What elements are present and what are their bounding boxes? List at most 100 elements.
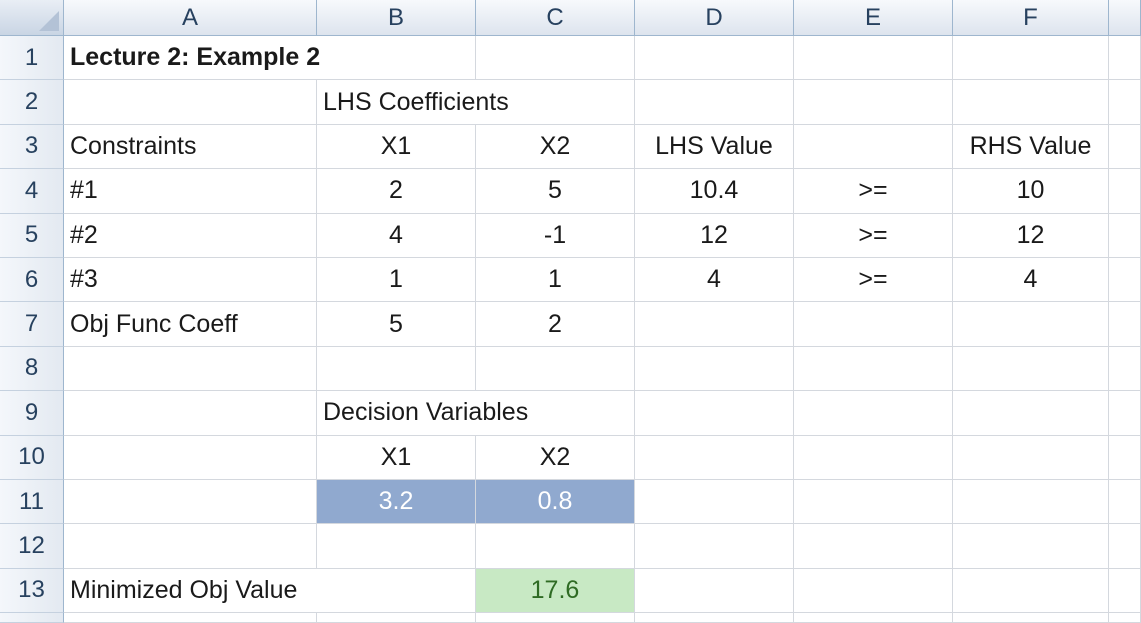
cell-g14-partial[interactable] bbox=[1109, 613, 1141, 623]
cell-e7[interactable] bbox=[794, 302, 953, 347]
cell-g4[interactable] bbox=[1109, 169, 1141, 214]
cell-e14-partial[interactable] bbox=[794, 613, 953, 623]
cell-d1[interactable] bbox=[635, 36, 794, 81]
cell-g10[interactable] bbox=[1109, 435, 1141, 480]
cell-d4[interactable]: 10.4 bbox=[635, 169, 794, 214]
cell-a11[interactable] bbox=[64, 479, 317, 525]
cell-e8[interactable] bbox=[794, 346, 953, 392]
cell-c6[interactable]: 1 bbox=[476, 257, 635, 303]
cell-c10-x2[interactable]: X2 bbox=[476, 435, 635, 480]
cell-e12[interactable] bbox=[794, 524, 953, 569]
row-header-11[interactable]: 11 bbox=[0, 479, 64, 525]
cell-g7[interactable] bbox=[1109, 302, 1141, 347]
cell-d7[interactable] bbox=[635, 302, 794, 347]
cell-a12[interactable] bbox=[64, 524, 317, 569]
row-header-3[interactable]: 3 bbox=[0, 124, 64, 170]
cell-b7[interactable]: 5 bbox=[317, 302, 476, 347]
column-header-b[interactable]: B bbox=[317, 0, 476, 36]
cell-a6[interactable]: #3 bbox=[64, 257, 317, 303]
cell-b11-x1-value[interactable]: 3.2 bbox=[317, 479, 476, 525]
column-header-f[interactable]: F bbox=[953, 0, 1109, 36]
cell-f10[interactable] bbox=[953, 435, 1109, 480]
column-header-g-partial[interactable] bbox=[1109, 0, 1141, 36]
cell-e1[interactable] bbox=[794, 36, 953, 81]
cell-a9[interactable] bbox=[64, 391, 317, 436]
cell-d2[interactable] bbox=[635, 80, 794, 125]
cell-g8[interactable] bbox=[1109, 346, 1141, 392]
cell-g2[interactable] bbox=[1109, 80, 1141, 125]
cell-c4[interactable]: 5 bbox=[476, 169, 635, 214]
cell-d10[interactable] bbox=[635, 435, 794, 480]
cell-f13[interactable] bbox=[953, 568, 1109, 614]
cell-e10[interactable] bbox=[794, 435, 953, 480]
cell-c12[interactable] bbox=[476, 524, 635, 569]
row-header-12[interactable]: 12 bbox=[0, 524, 64, 569]
cell-a5[interactable]: #2 bbox=[64, 213, 317, 258]
cell-b12[interactable] bbox=[317, 524, 476, 569]
column-header-e[interactable]: E bbox=[794, 0, 953, 36]
row-header-4[interactable]: 4 bbox=[0, 169, 64, 214]
cell-e2[interactable] bbox=[794, 80, 953, 125]
cell-b2-lhs-coefficients[interactable]: LHS Coefficients bbox=[317, 80, 635, 125]
cell-f4[interactable]: 10 bbox=[953, 169, 1109, 214]
cell-c14-partial[interactable] bbox=[476, 613, 635, 623]
cell-e5[interactable]: >= bbox=[794, 213, 953, 258]
cell-b5[interactable]: 4 bbox=[317, 213, 476, 258]
cell-b10-x1[interactable]: X1 bbox=[317, 435, 476, 480]
cell-b8[interactable] bbox=[317, 346, 476, 392]
cell-g1[interactable] bbox=[1109, 36, 1141, 81]
cell-c13-result-value[interactable]: 17.6 bbox=[476, 568, 635, 614]
cell-f9[interactable] bbox=[953, 391, 1109, 436]
cell-f12[interactable] bbox=[953, 524, 1109, 569]
cell-c1[interactable] bbox=[476, 36, 635, 81]
cell-g12[interactable] bbox=[1109, 524, 1141, 569]
cell-d3-lhs-value[interactable]: LHS Value bbox=[635, 124, 794, 170]
cell-e3[interactable] bbox=[794, 124, 953, 170]
cell-g13[interactable] bbox=[1109, 568, 1141, 614]
cell-d11[interactable] bbox=[635, 479, 794, 525]
cell-c5[interactable]: -1 bbox=[476, 213, 635, 258]
cell-e4[interactable]: >= bbox=[794, 169, 953, 214]
cell-a13-minimized-obj-value[interactable]: Minimized Obj Value bbox=[64, 568, 476, 614]
cell-a8[interactable] bbox=[64, 346, 317, 392]
row-header-6[interactable]: 6 bbox=[0, 257, 64, 303]
cell-e6[interactable]: >= bbox=[794, 257, 953, 303]
row-header-1[interactable]: 1 bbox=[0, 36, 64, 81]
row-header-7[interactable]: 7 bbox=[0, 302, 64, 347]
cell-a2[interactable] bbox=[64, 80, 317, 125]
select-all-corner[interactable] bbox=[0, 0, 64, 36]
cell-d5[interactable]: 12 bbox=[635, 213, 794, 258]
cell-e11[interactable] bbox=[794, 479, 953, 525]
cell-d8[interactable] bbox=[635, 346, 794, 392]
cell-g11[interactable] bbox=[1109, 479, 1141, 525]
cell-f1[interactable] bbox=[953, 36, 1109, 81]
cell-g5[interactable] bbox=[1109, 213, 1141, 258]
cell-d14-partial[interactable] bbox=[635, 613, 794, 623]
cell-e13[interactable] bbox=[794, 568, 953, 614]
cell-b6[interactable]: 1 bbox=[317, 257, 476, 303]
cell-f14-partial[interactable] bbox=[953, 613, 1109, 623]
cell-f7[interactable] bbox=[953, 302, 1109, 347]
cell-c7[interactable]: 2 bbox=[476, 302, 635, 347]
cell-b4[interactable]: 2 bbox=[317, 169, 476, 214]
cell-a4[interactable]: #1 bbox=[64, 169, 317, 214]
cell-c3-x2[interactable]: X2 bbox=[476, 124, 635, 170]
cell-d9[interactable] bbox=[635, 391, 794, 436]
row-header-2[interactable]: 2 bbox=[0, 80, 64, 125]
row-header-13[interactable]: 13 bbox=[0, 568, 64, 614]
cell-f3-rhs-value[interactable]: RHS Value bbox=[953, 124, 1109, 170]
column-header-c[interactable]: C bbox=[476, 0, 635, 36]
row-header-14-partial[interactable] bbox=[0, 613, 64, 623]
row-header-10[interactable]: 10 bbox=[0, 435, 64, 480]
cell-a3-constraints[interactable]: Constraints bbox=[64, 124, 317, 170]
cell-d12[interactable] bbox=[635, 524, 794, 569]
cell-f6[interactable]: 4 bbox=[953, 257, 1109, 303]
cell-f8[interactable] bbox=[953, 346, 1109, 392]
cell-a10[interactable] bbox=[64, 435, 317, 480]
cell-a14-partial[interactable] bbox=[64, 613, 317, 623]
cell-a1-title[interactable]: Lecture 2: Example 2 bbox=[64, 36, 476, 81]
cell-f5[interactable]: 12 bbox=[953, 213, 1109, 258]
cell-g3[interactable] bbox=[1109, 124, 1141, 170]
cell-f11[interactable] bbox=[953, 479, 1109, 525]
cell-c8[interactable] bbox=[476, 346, 635, 392]
